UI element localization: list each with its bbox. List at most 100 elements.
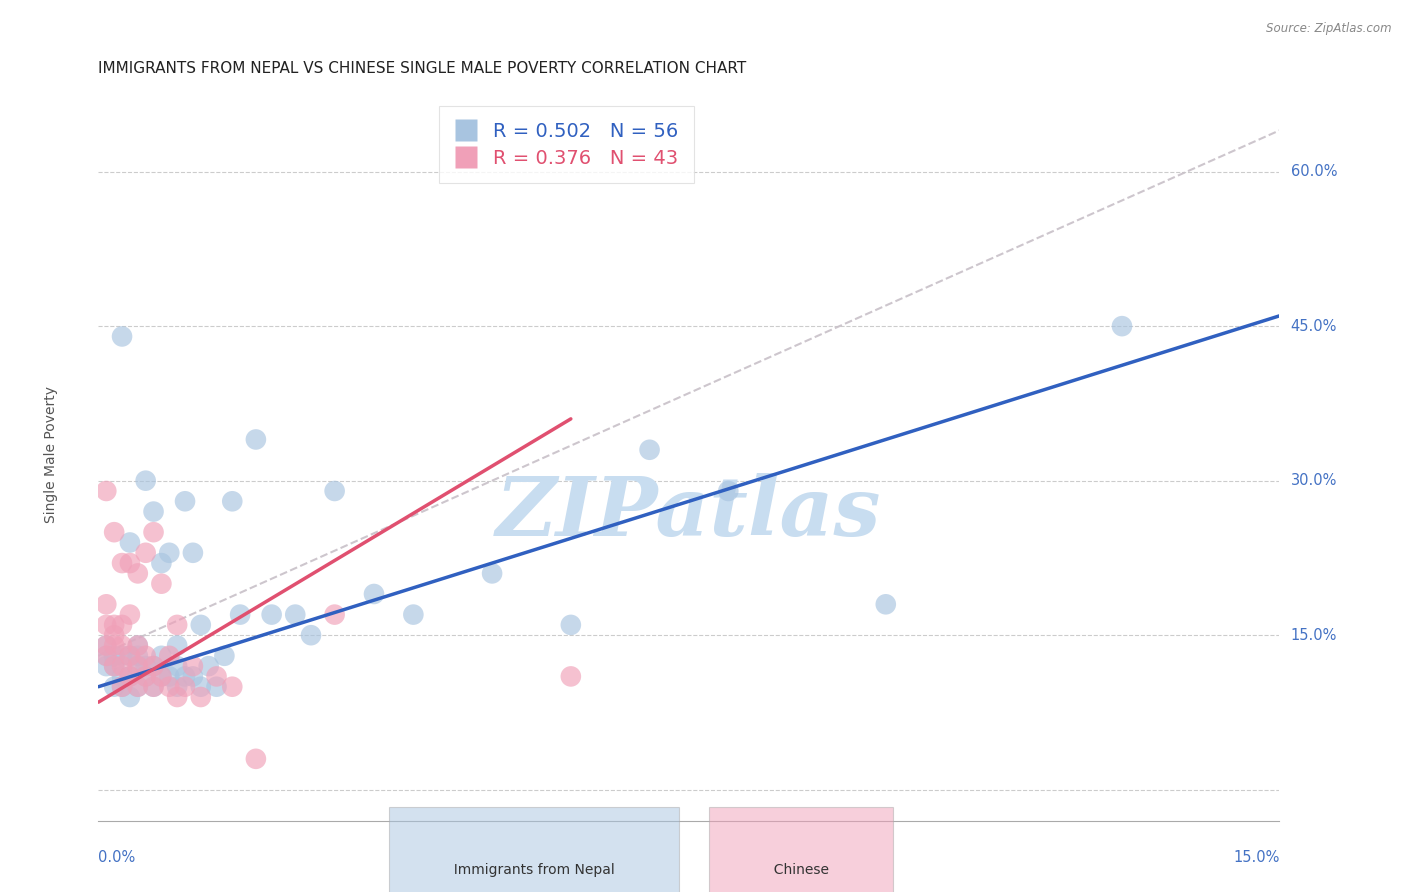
- Point: [111, 556, 134, 570]
- Point: [245, 433, 267, 447]
- Point: [1111, 319, 1133, 334]
- Point: [150, 576, 173, 591]
- Point: [142, 525, 165, 540]
- Point: [157, 648, 180, 663]
- Point: [96, 648, 118, 663]
- Point: [157, 546, 180, 560]
- Point: [103, 639, 125, 653]
- Point: [127, 680, 149, 694]
- Point: [181, 546, 204, 560]
- Point: [96, 639, 118, 653]
- Point: [135, 474, 157, 488]
- Text: 0.0%: 0.0%: [98, 850, 135, 865]
- Point: [181, 669, 204, 683]
- Point: [135, 669, 157, 683]
- Point: [127, 680, 149, 694]
- Point: [96, 618, 118, 632]
- Text: Single Male Poverty: Single Male Poverty: [44, 386, 58, 524]
- Point: [135, 546, 157, 560]
- Point: [118, 669, 141, 683]
- Point: [323, 483, 346, 498]
- Point: [174, 680, 197, 694]
- Point: [103, 680, 125, 694]
- Point: [111, 329, 134, 343]
- Point: [166, 639, 188, 653]
- Point: [111, 648, 134, 663]
- Point: [717, 483, 740, 498]
- Text: ZIPatlas: ZIPatlas: [496, 474, 882, 553]
- Point: [205, 669, 228, 683]
- Point: [174, 669, 197, 683]
- Point: [111, 618, 134, 632]
- Point: [284, 607, 307, 622]
- Point: [150, 648, 173, 663]
- Point: [190, 690, 212, 704]
- Point: [111, 639, 134, 653]
- Point: [166, 659, 188, 673]
- Point: [96, 648, 118, 663]
- Point: [190, 680, 212, 694]
- Point: [142, 680, 165, 694]
- Point: [103, 648, 125, 663]
- Text: IMMIGRANTS FROM NEPAL VS CHINESE SINGLE MALE POVERTY CORRELATION CHART: IMMIGRANTS FROM NEPAL VS CHINESE SINGLE …: [98, 61, 747, 76]
- Point: [118, 535, 141, 549]
- Point: [402, 607, 425, 622]
- Point: [638, 442, 661, 457]
- Point: [299, 628, 322, 642]
- Point: [560, 669, 582, 683]
- Legend: R = 0.502   N = 56, R = 0.376   N = 43: R = 0.502 N = 56, R = 0.376 N = 43: [439, 106, 695, 183]
- Point: [127, 566, 149, 581]
- Point: [197, 659, 219, 673]
- Point: [166, 690, 188, 704]
- Point: [157, 680, 180, 694]
- Point: [214, 648, 236, 663]
- Point: [103, 525, 125, 540]
- Point: [111, 669, 134, 683]
- Point: [157, 669, 180, 683]
- Point: [190, 618, 212, 632]
- Point: [229, 607, 252, 622]
- Point: [166, 618, 188, 632]
- Point: [118, 648, 141, 663]
- Text: 15.0%: 15.0%: [1233, 850, 1279, 865]
- Point: [118, 607, 141, 622]
- Point: [96, 597, 118, 611]
- Point: [135, 669, 157, 683]
- Point: [103, 659, 125, 673]
- Text: Chinese: Chinese: [765, 863, 838, 877]
- Point: [150, 556, 173, 570]
- Point: [560, 618, 582, 632]
- Point: [205, 680, 228, 694]
- Point: [118, 556, 141, 570]
- Point: [142, 659, 165, 673]
- Point: [135, 659, 157, 673]
- Text: 45.0%: 45.0%: [1291, 318, 1337, 334]
- Text: Immigrants from Nepal: Immigrants from Nepal: [446, 863, 623, 877]
- Point: [127, 648, 149, 663]
- Point: [142, 505, 165, 519]
- Point: [103, 659, 125, 673]
- Point: [103, 628, 125, 642]
- Point: [142, 680, 165, 694]
- Point: [166, 680, 188, 694]
- Point: [150, 669, 173, 683]
- Point: [221, 494, 243, 508]
- Point: [245, 752, 267, 766]
- Text: 60.0%: 60.0%: [1291, 164, 1337, 179]
- Point: [150, 669, 173, 683]
- Point: [875, 597, 897, 611]
- Point: [221, 680, 243, 694]
- Point: [127, 639, 149, 653]
- Point: [127, 639, 149, 653]
- Point: [118, 690, 141, 704]
- Point: [174, 494, 197, 508]
- Text: 30.0%: 30.0%: [1291, 473, 1337, 488]
- Point: [111, 659, 134, 673]
- Point: [260, 607, 283, 622]
- Point: [96, 639, 118, 653]
- Point: [135, 648, 157, 663]
- Point: [111, 680, 134, 694]
- Point: [363, 587, 385, 601]
- Text: Source: ZipAtlas.com: Source: ZipAtlas.com: [1267, 22, 1392, 36]
- Point: [96, 483, 118, 498]
